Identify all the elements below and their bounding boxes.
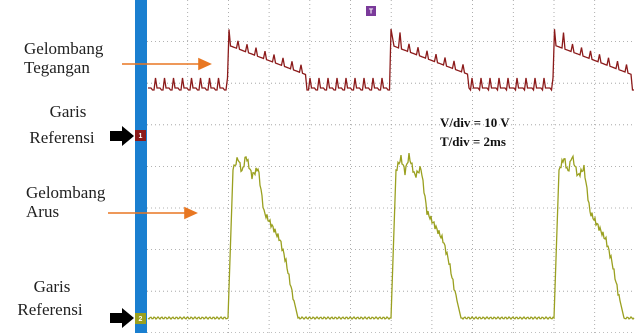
ch2-label: 2 [139,316,143,323]
ref2-label-1: Garis [34,277,71,296]
vdiv-label: V/div = 10 V [440,115,510,130]
tdiv-label: T/div = 2ms [440,134,506,149]
ref1-arrow [110,126,134,146]
ch1-label: 1 [139,133,143,140]
ref1-label-1: Garis [50,102,87,121]
scope-figure: T 1 2 Gelombang Tegangan Garis Referensi… [0,0,635,333]
ref2-arrow [110,308,134,328]
current-label-2: Arus [26,202,59,221]
trigger-label: T [369,8,374,15]
current-label-1: Gelombang [26,183,106,202]
page: T 1 2 Gelombang Tegangan Garis Referensi… [0,0,635,333]
channel-bar [135,0,147,333]
voltage-label-2: Tegangan [24,58,90,77]
ref2-label-2: Referensi [17,300,82,319]
voltage-label-1: Gelombang [24,39,104,58]
ref1-label-2: Referensi [29,128,94,147]
